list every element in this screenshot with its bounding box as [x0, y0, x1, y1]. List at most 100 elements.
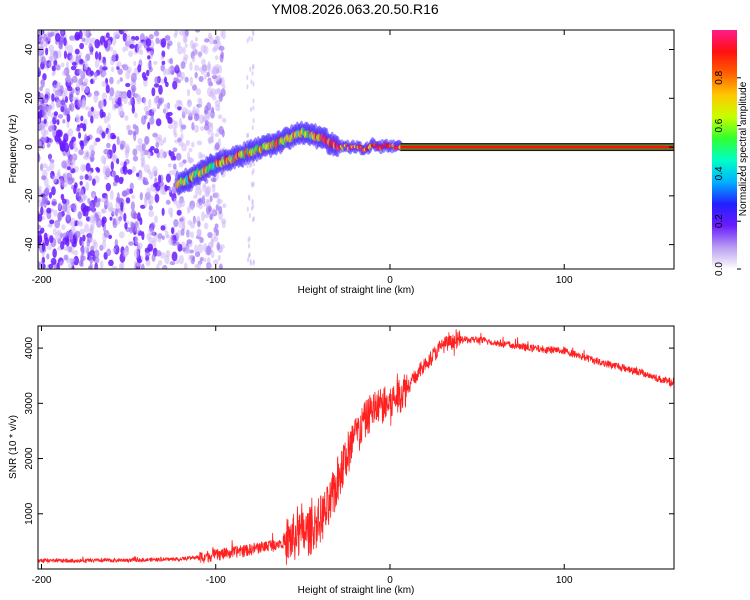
colorbar: 0.0 0.2 0.4 0.6 0.8 Normalized spectral ampl…: [712, 30, 749, 276]
snr-ticks: -200 -100 0 100 1000 2000 3000 4000: [24, 326, 674, 586]
noise-cell: [190, 204, 194, 211]
noise-cell: [63, 50, 68, 60]
noise-cell: [147, 55, 151, 60]
noise-cell: [79, 228, 86, 235]
noise-cell: [114, 238, 119, 249]
noise-cell: [168, 238, 174, 246]
noise-cell: [40, 206, 44, 216]
noise-cell: [191, 55, 196, 63]
noise-cell: [88, 265, 93, 269]
noise-cell: [252, 161, 255, 167]
noise-cell: [211, 106, 215, 114]
noise-cell: [103, 60, 107, 67]
noise-cell: [134, 112, 138, 118]
noise-cell: [111, 36, 117, 46]
noise-cell: [84, 86, 90, 94]
noise-cell: [41, 242, 46, 252]
noise-cell: [214, 99, 221, 107]
noise-cell: [133, 212, 138, 220]
noise-cell: [93, 256, 100, 264]
noise-cell: [48, 263, 54, 269]
spectrogram-frame: [37, 29, 675, 270]
noise-cell: [218, 205, 223, 215]
noise-cell: [204, 213, 210, 219]
noise-cell: [246, 75, 249, 81]
noise-cell: [117, 68, 123, 75]
noise-cell: [47, 107, 52, 117]
noise-cell: [94, 39, 100, 49]
noise-cell: [199, 237, 204, 244]
y-tick-label: 4000: [24, 337, 35, 360]
noise-cell: [61, 180, 68, 188]
noise-cell: [67, 262, 73, 269]
colorbar-tick-label: 0.0: [714, 262, 725, 276]
noise-cell: [119, 111, 125, 116]
noise-cell: [193, 194, 198, 199]
y-tick-label: 1000: [24, 502, 35, 525]
noise-cell: [89, 144, 95, 152]
noise-cell: [184, 43, 188, 48]
noise-cell: [39, 136, 46, 144]
noise-cell: [155, 141, 160, 148]
noise-cell: [57, 113, 64, 119]
noise-cell: [137, 137, 143, 145]
noise-cell: [252, 181, 255, 187]
noise-cell: [143, 105, 150, 112]
noise-cell: [80, 253, 84, 263]
noise-cell: [125, 70, 131, 80]
noise-cell: [90, 245, 95, 252]
noise-cell: [43, 97, 49, 104]
noise-cell: [206, 71, 210, 78]
noise-cell: [211, 208, 216, 216]
noise-cell: [168, 207, 174, 215]
noise-cell: [135, 94, 142, 103]
noise-cell: [45, 47, 49, 56]
noise-cell: [181, 107, 188, 116]
noise-cell: [166, 42, 170, 50]
noise-cell: [252, 259, 255, 265]
noise-cell: [116, 61, 122, 68]
noise-cell: [246, 206, 249, 212]
noise-cell: [94, 249, 100, 259]
noise-cell: [203, 222, 209, 230]
noise-cell: [211, 74, 218, 80]
noise-cell: [214, 223, 219, 229]
noise-cell: [216, 75, 220, 82]
colorbar-gradient: [712, 30, 737, 269]
noise-cell: [110, 46, 114, 52]
noise-cell: [38, 112, 43, 118]
noise-cell: [75, 115, 81, 124]
noise-cell: [206, 245, 212, 256]
noise-cell: [83, 223, 90, 233]
noise-cell: [69, 257, 76, 263]
noise-cell: [137, 258, 142, 264]
noise-cell: [127, 124, 131, 130]
noise-cell: [75, 127, 81, 132]
noise-cell: [129, 39, 136, 45]
noise-cell: [122, 30, 129, 33]
noise-cell: [168, 187, 172, 193]
noise-cell: [139, 217, 143, 226]
noise-cell: [184, 76, 189, 83]
noise-cell: [187, 156, 193, 164]
noise-cell: [127, 169, 133, 175]
noise-cell: [218, 125, 224, 135]
noise-cell: [197, 188, 202, 196]
noise-cell: [83, 208, 89, 217]
colorbar-ticks: 0.0 0.2 0.4 0.6 0.8: [714, 70, 741, 276]
noise-cell: [68, 104, 72, 111]
noise-cell: [109, 87, 115, 97]
noise-cell: [105, 182, 111, 192]
noise-cell: [208, 139, 214, 144]
noise-cell: [48, 192, 53, 199]
noise-cell: [193, 219, 198, 224]
noise-cell: [101, 216, 107, 224]
y-tick-label: 3000: [24, 392, 35, 415]
noise-cell: [66, 172, 73, 182]
noise-cell: [176, 241, 180, 247]
noise-cell: [222, 203, 227, 209]
noise-cell: [61, 160, 68, 169]
noise-cell: [63, 133, 69, 143]
noise-cell: [38, 260, 41, 269]
